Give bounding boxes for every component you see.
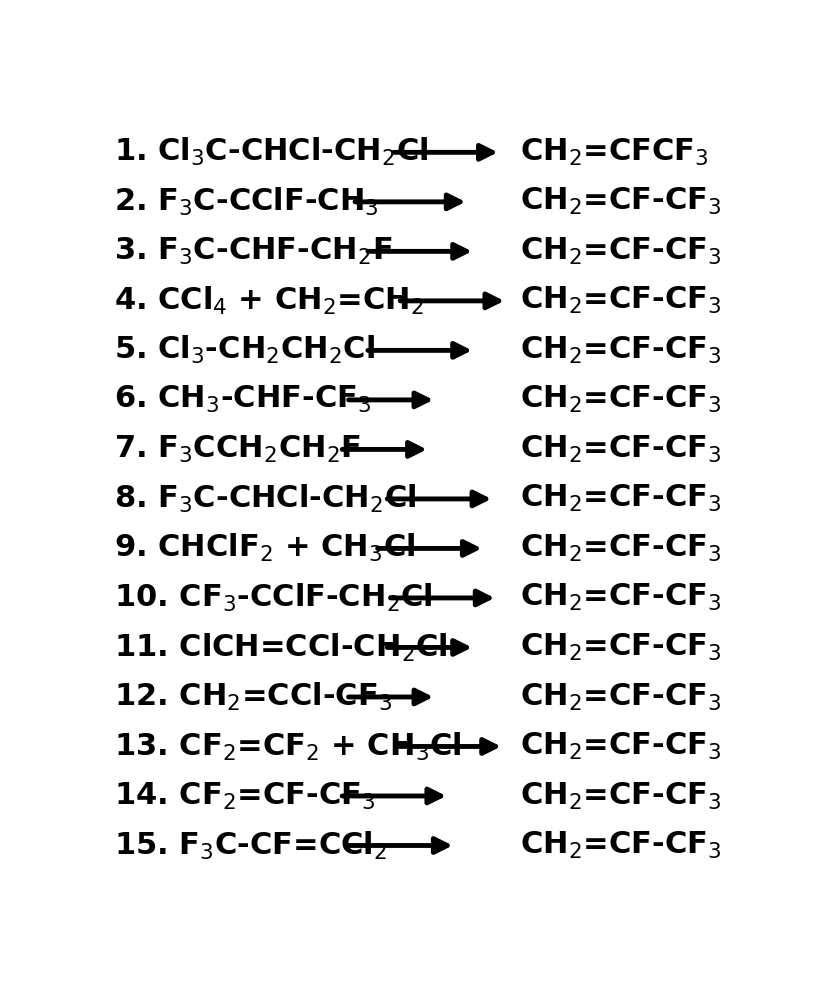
Text: 3. F$_3$C-CHF-CH$_2$F: 3. F$_3$C-CHF-CH$_2$F bbox=[114, 236, 392, 267]
Text: CH$_2$=CFCF$_3$: CH$_2$=CFCF$_3$ bbox=[520, 137, 709, 168]
Text: CH$_2$=CF-CF$_3$: CH$_2$=CF-CF$_3$ bbox=[520, 582, 721, 613]
Text: CH$_2$=CF-CF$_3$: CH$_2$=CF-CF$_3$ bbox=[520, 335, 721, 366]
Text: CH$_2$=CF-CF$_3$: CH$_2$=CF-CF$_3$ bbox=[520, 384, 721, 415]
Text: CH$_2$=CF-CF$_3$: CH$_2$=CF-CF$_3$ bbox=[520, 731, 721, 762]
Text: CH$_2$=CF-CF$_3$: CH$_2$=CF-CF$_3$ bbox=[520, 632, 721, 663]
Text: 2. F$_3$C-CClF-CH$_3$: 2. F$_3$C-CClF-CH$_3$ bbox=[114, 186, 379, 218]
Text: 12. CH$_2$=CCl-CF$_3$: 12. CH$_2$=CCl-CF$_3$ bbox=[114, 681, 392, 713]
Text: CH$_2$=CF-CF$_3$: CH$_2$=CF-CF$_3$ bbox=[520, 681, 721, 713]
Text: 10. CF$_3$-CClF-CH$_2$Cl: 10. CF$_3$-CClF-CH$_2$Cl bbox=[114, 582, 433, 614]
Text: CH$_2$=CF-CF$_3$: CH$_2$=CF-CF$_3$ bbox=[520, 285, 721, 316]
Text: CH$_2$=CF-CF$_3$: CH$_2$=CF-CF$_3$ bbox=[520, 434, 721, 465]
Text: 8. F$_3$C-CHCl-CH$_2$Cl: 8. F$_3$C-CHCl-CH$_2$Cl bbox=[114, 483, 416, 515]
Text: 5. Cl$_3$-CH$_2$CH$_2$Cl: 5. Cl$_3$-CH$_2$CH$_2$Cl bbox=[114, 334, 375, 366]
Text: CH$_2$=CF-CF$_3$: CH$_2$=CF-CF$_3$ bbox=[520, 533, 721, 564]
Text: 4. CCl$_4$ + CH$_2$=CH$_2$: 4. CCl$_4$ + CH$_2$=CH$_2$ bbox=[114, 285, 423, 317]
Text: 11. ClCH=CCl-CH$_2$Cl: 11. ClCH=CCl-CH$_2$Cl bbox=[114, 631, 448, 664]
Text: CH$_2$=CF-CF$_3$: CH$_2$=CF-CF$_3$ bbox=[520, 483, 721, 514]
Text: 9. CHClF$_2$ + CH$_3$Cl: 9. CHClF$_2$ + CH$_3$Cl bbox=[114, 532, 415, 564]
Text: CH$_2$=CF-CF$_3$: CH$_2$=CF-CF$_3$ bbox=[520, 186, 721, 217]
Text: 1. Cl$_3$C-CHCl-CH$_2$Cl: 1. Cl$_3$C-CHCl-CH$_2$Cl bbox=[114, 136, 428, 168]
Text: 13. CF$_2$=CF$_2$ + CH$_3$Cl: 13. CF$_2$=CF$_2$ + CH$_3$Cl bbox=[114, 730, 462, 763]
Text: 7. F$_3$CCH$_2$CH$_2$F: 7. F$_3$CCH$_2$CH$_2$F bbox=[114, 434, 360, 465]
Text: 6. CH$_3$-CHF-CF$_3$: 6. CH$_3$-CHF-CF$_3$ bbox=[114, 384, 371, 415]
Text: CH$_2$=CF-CF$_3$: CH$_2$=CF-CF$_3$ bbox=[520, 780, 721, 812]
Text: 15. F$_3$C-CF=CCl$_2$: 15. F$_3$C-CF=CCl$_2$ bbox=[114, 829, 387, 862]
Text: CH$_2$=CF-CF$_3$: CH$_2$=CF-CF$_3$ bbox=[520, 236, 721, 267]
Text: 14. CF$_2$=CF-CF$_3$: 14. CF$_2$=CF-CF$_3$ bbox=[114, 780, 375, 812]
Text: CH$_2$=CF-CF$_3$: CH$_2$=CF-CF$_3$ bbox=[520, 830, 721, 861]
